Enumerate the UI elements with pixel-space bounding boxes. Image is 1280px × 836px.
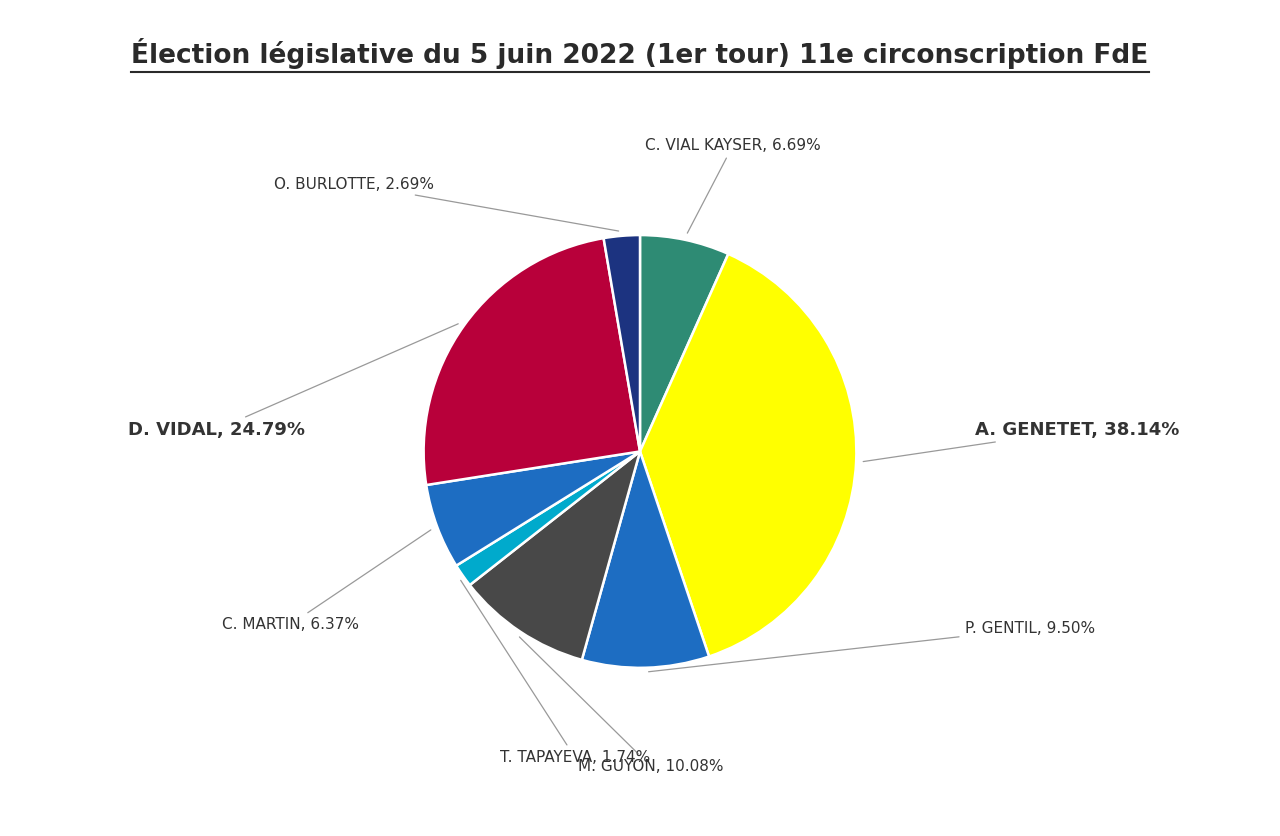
Text: M. GUYON, 10.08%: M. GUYON, 10.08% [520, 637, 723, 773]
Text: C. MARTIN, 6.37%: C. MARTIN, 6.37% [221, 530, 431, 632]
Wedge shape [604, 235, 640, 451]
Text: D. VIDAL, 24.79%: D. VIDAL, 24.79% [128, 324, 458, 439]
Wedge shape [582, 451, 709, 668]
Text: P. GENTIL, 9.50%: P. GENTIL, 9.50% [649, 621, 1094, 672]
Wedge shape [640, 254, 856, 656]
Wedge shape [426, 451, 640, 566]
Text: T. TAPAYEVA, 1.74%: T. TAPAYEVA, 1.74% [461, 580, 650, 765]
Text: O. BURLOTTE, 2.69%: O. BURLOTTE, 2.69% [274, 176, 618, 231]
Text: Élection législative du 5 juin 2022 (1er tour) 11e circonscription FdE: Élection législative du 5 juin 2022 (1er… [132, 38, 1148, 69]
Wedge shape [470, 451, 640, 660]
Wedge shape [424, 238, 640, 485]
Text: A. GENETET, 38.14%: A. GENETET, 38.14% [863, 421, 1180, 461]
Wedge shape [640, 235, 728, 451]
Text: C. VIAL KAYSER, 6.69%: C. VIAL KAYSER, 6.69% [645, 138, 820, 233]
Wedge shape [456, 451, 640, 585]
